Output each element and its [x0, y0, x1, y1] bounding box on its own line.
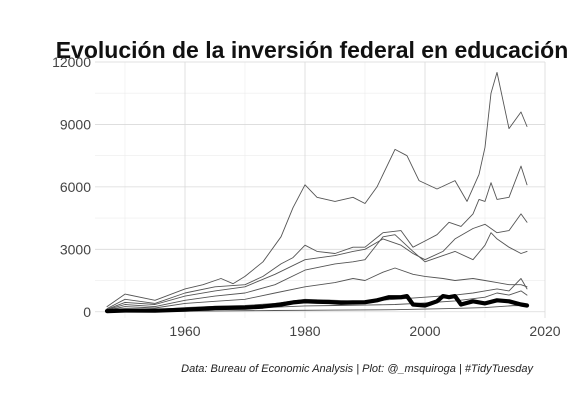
series-line	[106, 232, 528, 311]
series-line	[106, 71, 528, 308]
y-axis-ticks: 0 3000 6000 9000 12000	[52, 54, 91, 320]
y-tick-label: 6000	[60, 179, 91, 195]
x-tick-label: 2000	[409, 323, 440, 339]
series-line	[106, 213, 528, 310]
series-line	[106, 165, 528, 310]
x-tick-label: 1980	[289, 323, 320, 339]
series-line	[106, 267, 528, 311]
y-tick-label: 9000	[60, 116, 91, 132]
x-tick-label: 2020	[529, 323, 560, 339]
series-lines	[104, 71, 530, 314]
y-tick-label: 3000	[60, 241, 91, 257]
x-axis-ticks: 1960 1980 2000 2020	[169, 323, 560, 339]
grid-lines	[95, 61, 546, 318]
y-tick-label: 0	[83, 304, 91, 320]
chart-title: Evolución de la inversión federal en edu…	[56, 37, 569, 63]
chart-caption: Data: Bureau of Economic Analysis | Plot…	[181, 363, 534, 375]
x-tick-label: 1960	[169, 323, 200, 339]
y-tick-label: 12000	[52, 54, 91, 70]
highlighted-series-line	[104, 294, 530, 314]
